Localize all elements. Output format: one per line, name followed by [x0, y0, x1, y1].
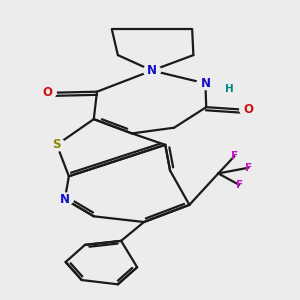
- Text: O: O: [243, 103, 254, 116]
- Circle shape: [56, 193, 74, 205]
- Text: N: N: [60, 193, 70, 206]
- Text: S: S: [52, 138, 61, 152]
- Text: N: N: [147, 64, 157, 77]
- Circle shape: [240, 104, 257, 116]
- Text: F: F: [231, 151, 238, 161]
- Circle shape: [39, 87, 56, 99]
- Text: O: O: [43, 86, 52, 99]
- Circle shape: [143, 64, 161, 77]
- Text: H: H: [225, 84, 233, 94]
- Circle shape: [197, 77, 214, 90]
- Text: F: F: [245, 163, 252, 173]
- Circle shape: [48, 139, 65, 151]
- Text: F: F: [236, 180, 243, 190]
- Text: N: N: [200, 77, 210, 90]
